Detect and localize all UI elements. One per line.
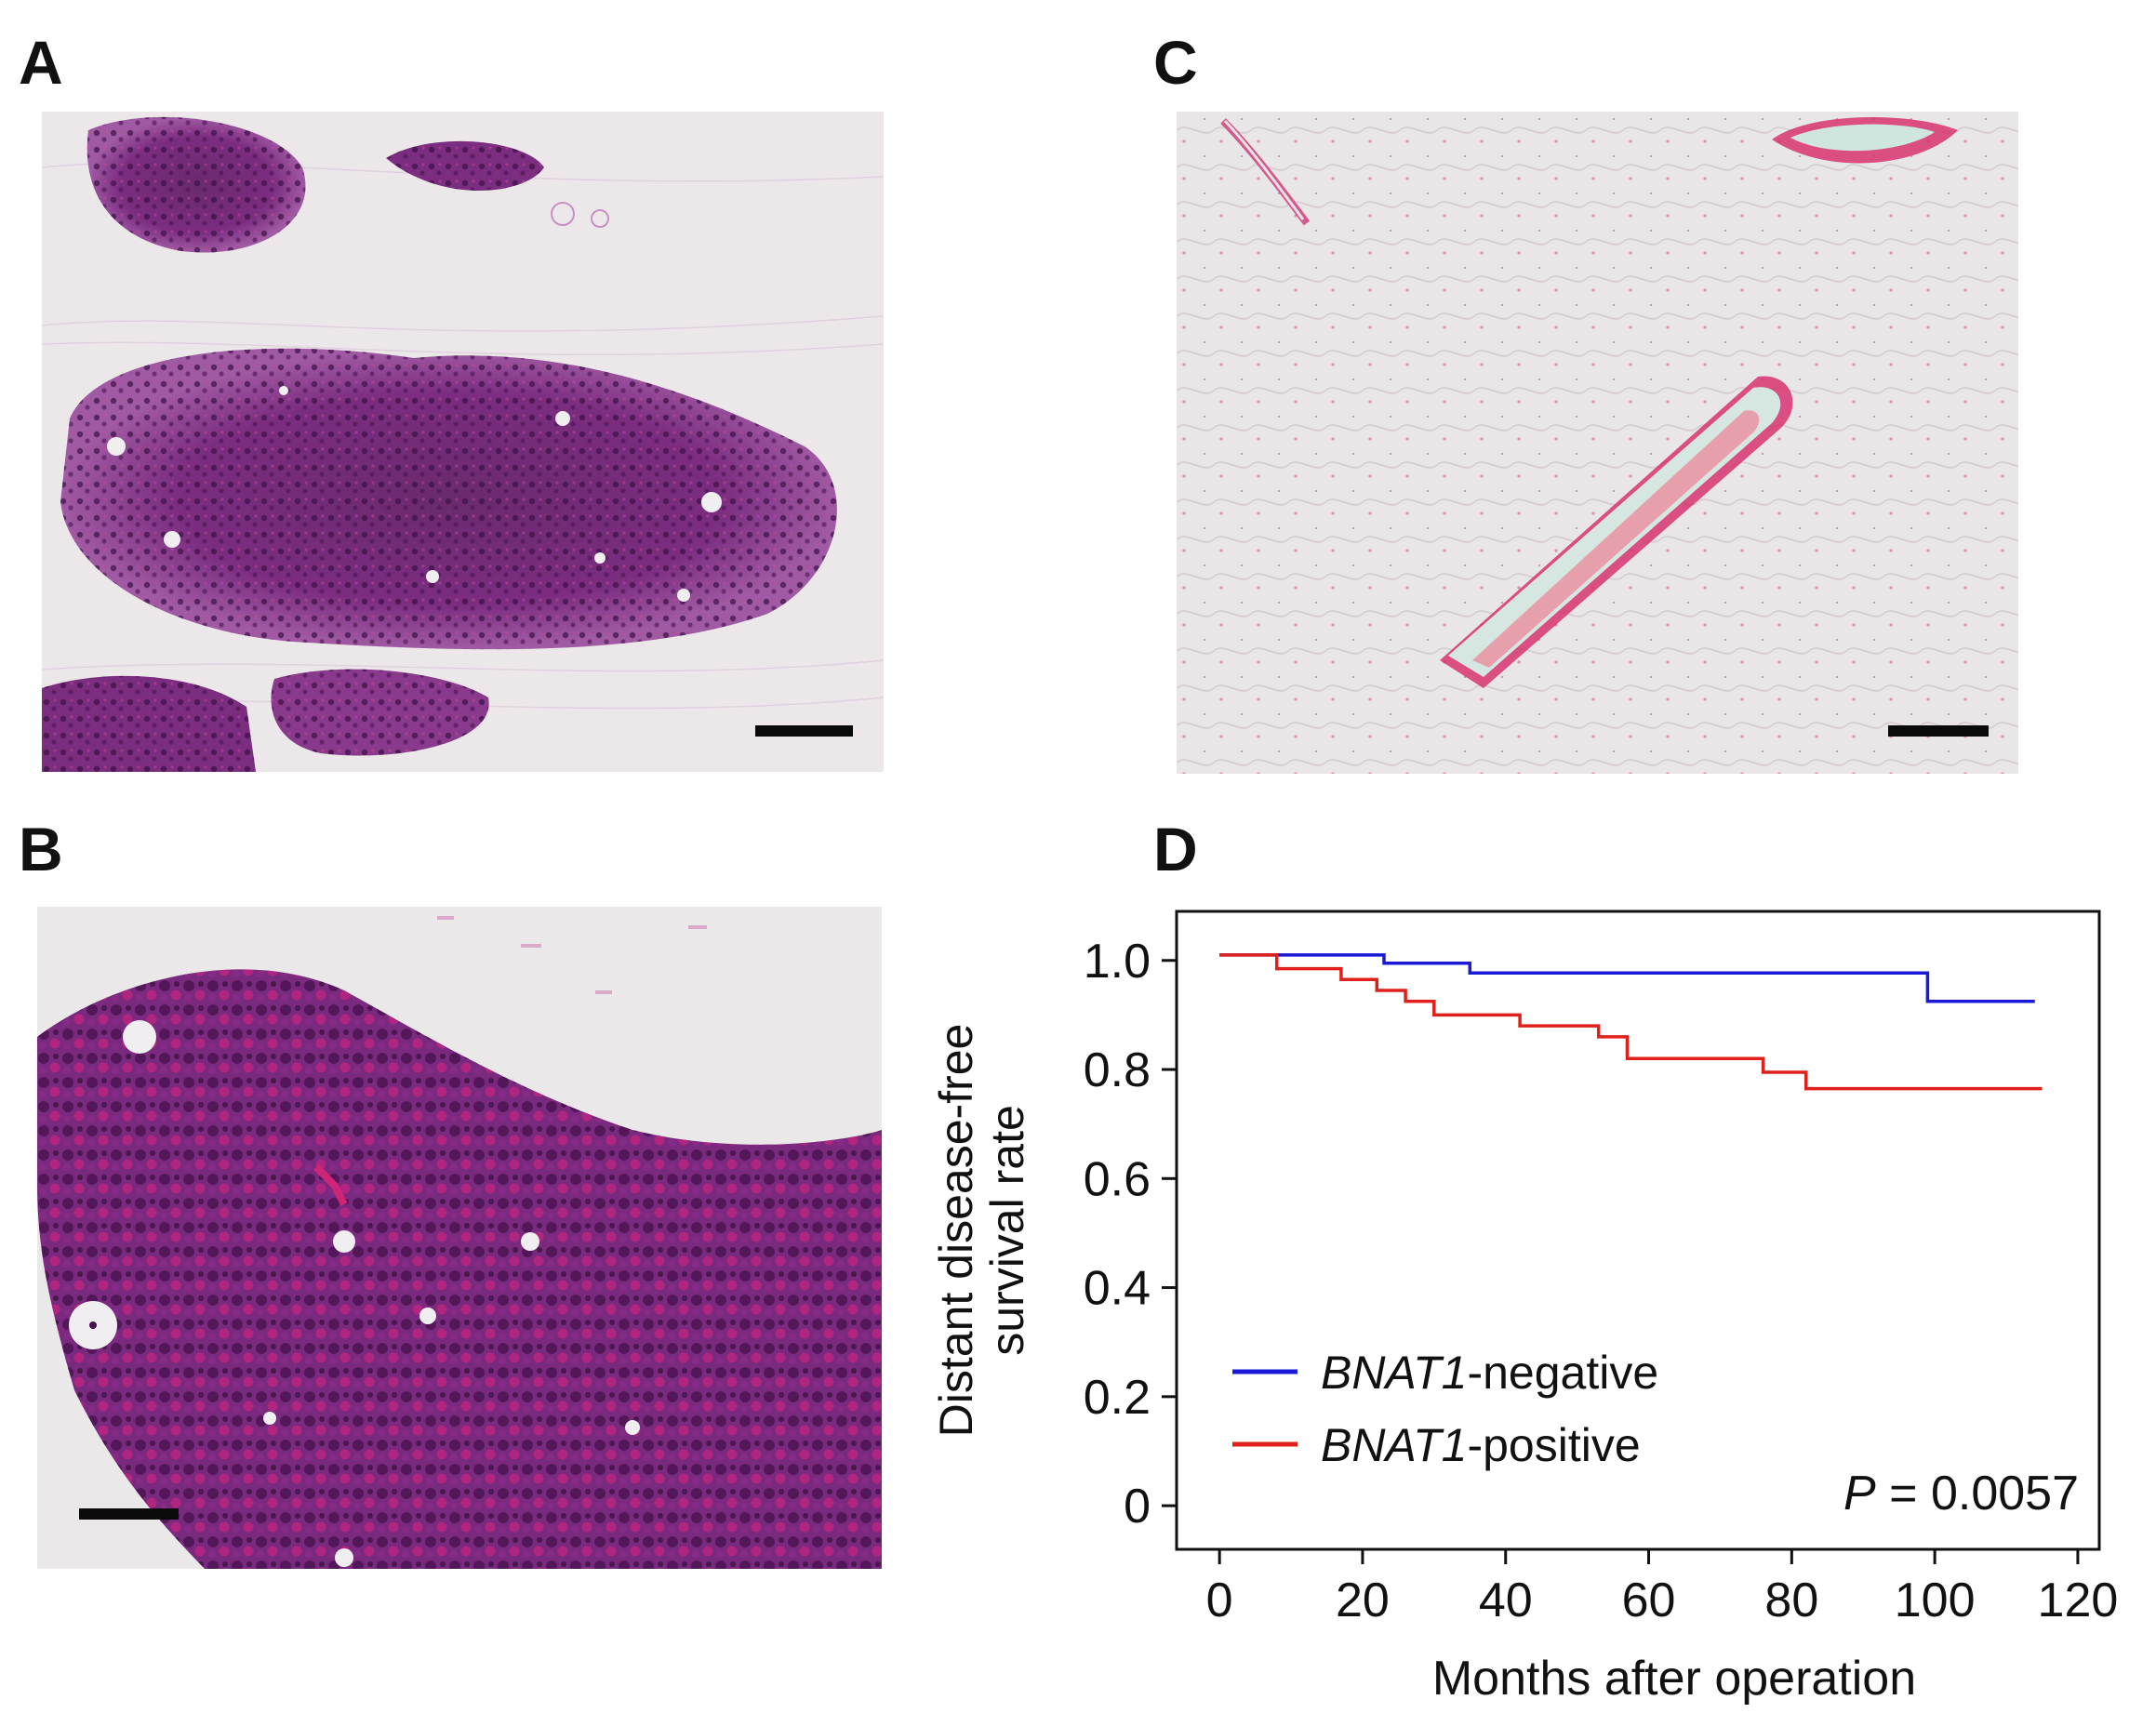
legend-label-positive: BNAT1-positive	[1321, 1419, 1641, 1471]
y-axis-label-line2: survival rate	[981, 1105, 1033, 1356]
y-tick-label: 0.4	[1084, 1262, 1151, 1316]
x-tick-label: 0	[1206, 1574, 1233, 1627]
y-tick-label: 0.6	[1084, 1152, 1151, 1206]
y-tick-label: 0.2	[1084, 1371, 1151, 1425]
panel-label-d: D	[1153, 815, 1198, 883]
x-tick-label: 60	[1622, 1574, 1676, 1627]
x-tick-label: 80	[1764, 1574, 1818, 1627]
series-line-negative	[1219, 953, 2035, 1003]
micrograph-panel-b	[37, 907, 882, 1569]
panel-label-c: C	[1153, 28, 1198, 97]
series-line-positive	[1219, 953, 2043, 1091]
x-tick-label: 100	[1895, 1574, 1976, 1627]
scale-bar-a	[755, 725, 853, 737]
panel-label-b: B	[19, 815, 63, 883]
y-tick-label: 0	[1124, 1480, 1151, 1534]
y-axis-label-line1: Distant disease-free	[930, 1024, 982, 1438]
y-tick-label: 0.8	[1084, 1043, 1151, 1097]
x-axis-label: Months after operation	[1432, 1652, 1916, 1706]
x-tick-label: 40	[1479, 1574, 1533, 1627]
scale-bar-b	[79, 1508, 179, 1520]
micrograph-panel-c	[1177, 112, 2018, 774]
micrograph-panel-a	[42, 112, 884, 772]
y-tick-label: 1.0	[1084, 935, 1151, 989]
scale-bar-c	[1888, 725, 1989, 737]
p-value-annotation: P = 0.0057	[1843, 1467, 2079, 1520]
plot-frame	[1175, 910, 2101, 1551]
y-axis-ticks: 0 0.2 0.4 0.6 0.8 1.0	[1084, 935, 1177, 1534]
x-axis-ticks: 0 20 40 60 80 100 120	[1206, 1549, 2119, 1627]
panel-label-a: A	[19, 28, 63, 97]
x-tick-label: 20	[1336, 1574, 1390, 1627]
series-group	[1219, 953, 2043, 1091]
legend-label-negative: BNAT1-negative	[1321, 1347, 1658, 1399]
x-tick-label: 120	[2038, 1574, 2119, 1627]
